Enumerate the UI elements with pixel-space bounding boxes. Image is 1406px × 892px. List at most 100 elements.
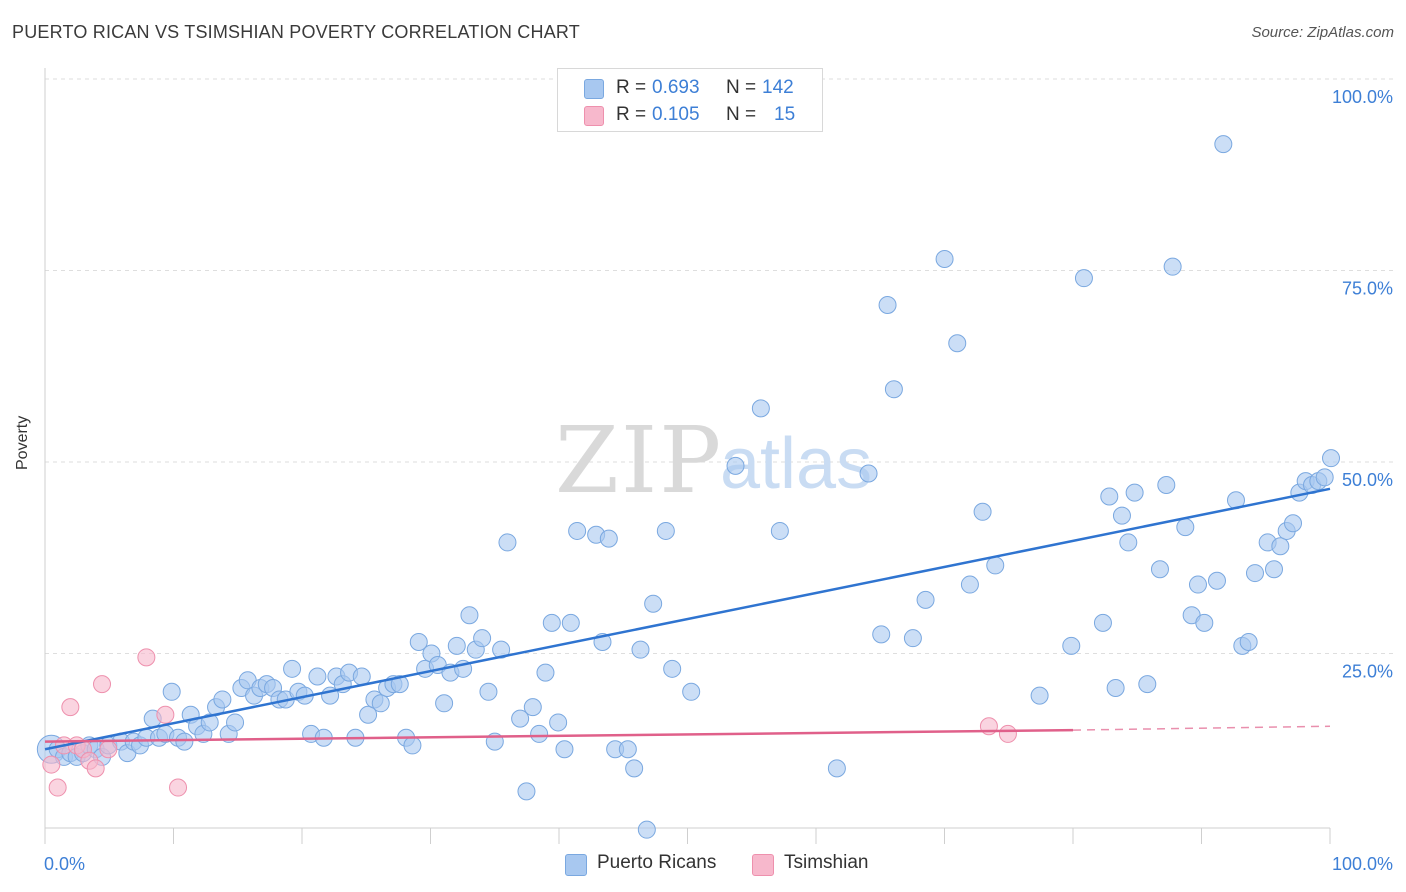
point-puerto-ricans <box>175 732 194 751</box>
point-puerto-ricans <box>644 594 663 613</box>
point-puerto-ricans <box>1322 449 1341 468</box>
point-puerto-ricans <box>213 690 232 709</box>
point-puerto-ricans <box>1100 487 1119 506</box>
legend-r-label: R = <box>616 104 647 125</box>
legend-r-value: 0.693 <box>652 77 700 98</box>
point-puerto-ricans <box>884 380 903 399</box>
point-tsimshian <box>998 724 1017 743</box>
point-puerto-ricans <box>1214 135 1233 154</box>
correlation-legend: R = 0.693 N = 142 R = 0.105 N = 15 <box>557 68 823 132</box>
point-puerto-ricans <box>1125 483 1144 502</box>
point-puerto-ricans <box>1284 514 1303 533</box>
point-puerto-ricans <box>663 659 682 678</box>
point-puerto-ricans <box>1176 518 1195 537</box>
point-puerto-ricans <box>656 521 675 540</box>
point-puerto-ricans <box>568 521 587 540</box>
series-tsimshian <box>42 648 1017 797</box>
point-puerto-ricans <box>498 533 517 552</box>
point-puerto-ricans <box>916 590 935 609</box>
point-puerto-ricans <box>935 250 954 269</box>
point-puerto-ricans <box>1106 678 1125 697</box>
watermark: ZIP atlas <box>555 407 872 514</box>
point-puerto-ricans <box>637 820 656 839</box>
point-puerto-ricans <box>283 659 302 678</box>
point-puerto-ricans <box>960 575 979 594</box>
point-puerto-ricans <box>403 736 422 755</box>
legend-row-puerto-ricans: R = 0.693 N = 142 <box>558 75 822 101</box>
point-puerto-ricans <box>872 625 891 644</box>
point-puerto-ricans <box>549 713 568 732</box>
point-puerto-ricans <box>308 667 327 686</box>
legend-swatch-blue <box>584 79 604 99</box>
legend-n-value: 15 <box>774 104 796 125</box>
point-puerto-ricans <box>1315 468 1334 487</box>
watermark-atlas: atlas <box>720 424 872 504</box>
point-puerto-ricans <box>542 613 561 632</box>
point-puerto-ricans <box>948 334 967 353</box>
point-puerto-ricans <box>447 636 466 655</box>
point-puerto-ricans <box>511 709 530 728</box>
point-puerto-ricans <box>1112 506 1131 525</box>
point-tsimshian <box>86 759 105 778</box>
source-label: Source: ZipAtlas.com <box>1251 24 1394 41</box>
bottom-legend-label: Puerto Ricans <box>597 852 717 873</box>
point-tsimshian <box>93 675 112 694</box>
point-puerto-ricans <box>878 295 897 314</box>
x-tick-label: 100.0% <box>1332 854 1393 874</box>
point-puerto-ricans <box>1030 686 1049 705</box>
y-axis-label: Poverty <box>14 415 31 470</box>
watermark-zip: ZIP <box>555 407 723 514</box>
point-puerto-ricans <box>986 556 1005 575</box>
point-tsimshian <box>99 740 118 759</box>
point-puerto-ricans <box>1119 533 1138 552</box>
point-puerto-ricans <box>1245 564 1264 583</box>
point-puerto-ricans <box>1062 636 1081 655</box>
point-puerto-ricans <box>770 521 789 540</box>
point-tsimshian <box>169 778 188 797</box>
point-puerto-ricans <box>359 705 378 724</box>
point-puerto-ricans <box>409 633 428 652</box>
point-puerto-ricans <box>1188 575 1207 594</box>
point-puerto-ricans <box>1264 560 1283 579</box>
y-tick-labels: 25.0% 50.0% 75.0% 100.0% <box>1332 87 1393 682</box>
point-puerto-ricans <box>561 613 580 632</box>
point-puerto-ricans <box>859 464 878 483</box>
point-puerto-ricans <box>1195 613 1214 632</box>
point-puerto-ricans <box>631 640 650 659</box>
point-puerto-ricans <box>1150 560 1169 579</box>
point-puerto-ricans <box>1074 269 1093 288</box>
bottom-legend-swatch-pink <box>752 854 774 876</box>
point-puerto-ricans <box>1157 475 1176 494</box>
legend-n-value: 142 <box>762 77 794 98</box>
point-puerto-ricans <box>517 782 536 801</box>
point-puerto-ricans <box>555 740 574 759</box>
point-puerto-ricans <box>200 713 219 732</box>
point-puerto-ricans <box>352 667 371 686</box>
legend-n-label: N = <box>726 104 757 125</box>
point-puerto-ricans <box>530 724 549 743</box>
point-tsimshian <box>48 778 67 797</box>
x-axis-ticks <box>44 828 1331 844</box>
trend-line-puerto-ricans <box>44 487 1331 751</box>
legend-r-value: 0.105 <box>652 104 700 125</box>
point-puerto-ricans <box>973 502 992 521</box>
point-puerto-ricans <box>1271 537 1290 556</box>
point-puerto-ricans <box>523 698 542 717</box>
point-puerto-ricans <box>682 682 701 701</box>
point-puerto-ricans <box>1163 257 1182 276</box>
y-tick-label: 50.0% <box>1342 470 1393 490</box>
y-tick-label: 75.0% <box>1342 279 1393 299</box>
point-puerto-ricans <box>479 682 498 701</box>
bottom-legend-swatch-blue <box>565 854 587 876</box>
legend-swatch-pink <box>584 106 604 126</box>
x-tick-labels: 0.0% 100.0% <box>44 854 1393 874</box>
point-puerto-ricans <box>726 456 745 475</box>
point-puerto-ricans <box>751 399 770 418</box>
point-puerto-ricans <box>460 606 479 625</box>
point-puerto-ricans <box>473 629 492 648</box>
y-tick-label: 25.0% <box>1342 662 1393 682</box>
point-puerto-ricans <box>162 682 181 701</box>
legend-n-label: N = <box>726 77 757 98</box>
point-tsimshian <box>156 705 175 724</box>
